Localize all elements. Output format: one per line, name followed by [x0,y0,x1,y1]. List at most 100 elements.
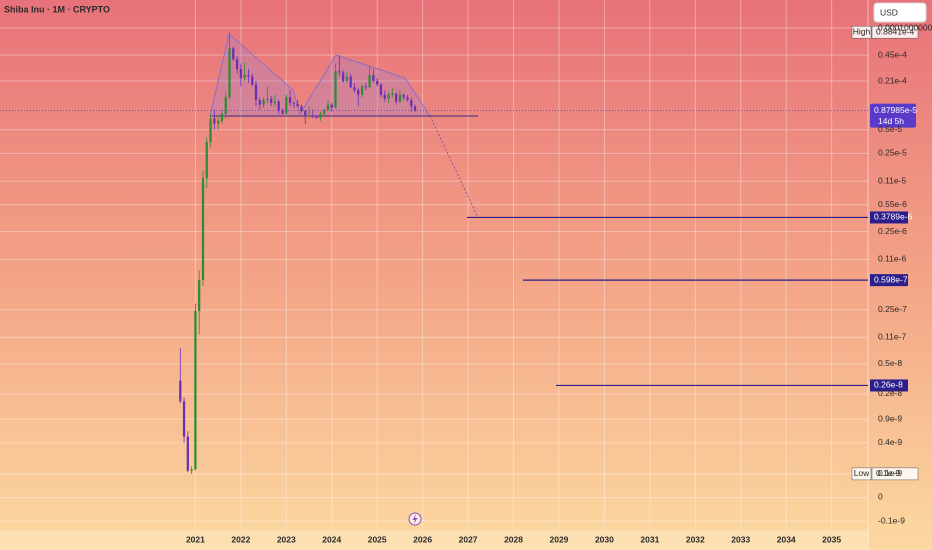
candle-body [311,115,314,117]
currency-box[interactable] [873,2,927,23]
candle-body [413,106,417,111]
candle-body [406,97,409,101]
y-tick-label: 0.1e-9 [878,468,902,478]
candle-body [341,72,345,82]
currency: USD [880,7,898,17]
y-tick-label: 0.25e-6 [878,226,907,236]
candle-body [357,90,360,95]
x-tick-label: 2027 [459,534,478,544]
candle-body [247,75,250,77]
target-label: 0.3789e-6 [874,212,913,222]
candle-body [395,93,398,102]
candle-body [330,104,333,108]
candle-body [383,94,386,99]
x-tick-label: 2035 [822,534,841,544]
candle-body [360,86,364,95]
candle-body [353,87,356,91]
candle-body [292,103,296,105]
y-tick-label: 0.55e-6 [878,199,907,209]
candle-body [213,118,216,124]
candle-body [270,98,273,104]
candle-body [349,76,352,88]
candle-body [194,311,197,470]
candle-body [372,75,375,82]
candle-body [205,141,208,179]
candle-body [198,280,201,312]
candle-body [235,59,239,69]
candle-body [220,113,224,121]
low-tag-box [851,467,872,481]
x-tick-label: 2029 [550,534,569,544]
x-tick-label: 2025 [368,534,387,544]
candle-body [266,98,269,101]
target-label: 0.26e-8 [874,380,903,390]
projection-line [429,115,479,218]
candle-body [296,103,299,107]
x-tick-label: 2022 [231,534,250,544]
y-tick-label: 0 [878,492,883,502]
candle-body [251,76,254,85]
high-tag: High [853,26,871,36]
candle-body [345,76,349,82]
candle-body [217,120,220,124]
candle-body [209,118,212,142]
y-tick-label: 0.2e-8 [878,388,902,398]
high-tag-box [851,25,872,39]
candle-body [300,106,303,111]
candle-body [277,101,280,110]
low-value-box [871,467,919,481]
x-tick-label: 2028 [504,534,523,544]
candle-body [239,68,242,78]
high-value-box [871,25,919,39]
candle-body [190,469,193,471]
candle-body [334,71,337,108]
candle-body [402,94,405,98]
chart-title: Shiba Inu · 1M · CRYPTO [4,4,110,14]
candle-body [338,71,341,73]
candle-body [258,100,261,105]
candle-body [281,109,284,114]
grid [0,0,868,530]
y-tick-label: 0.11e-7 [878,332,906,342]
candle-body [391,93,394,95]
candle-body [285,97,288,114]
x-tick-label: 2026 [413,534,432,544]
last-price-label: 0.87985e-5 [874,105,917,115]
y-tick-label: 0.0001000000 [878,22,932,32]
candle-body [186,436,189,471]
icon-bolt [412,514,418,524]
x-tick-label: 2033 [731,534,750,544]
x-tick-label: 2031 [640,534,659,544]
target-box [870,274,908,287]
head-shoulders-pattern [209,33,431,117]
x-tick-label: 2023 [277,534,296,544]
y-tick-label: 0.11e-5 [878,175,906,185]
candle-body [319,113,322,118]
last-price-box [870,103,916,128]
candle-body [387,94,390,99]
time-axis-strip [0,530,868,550]
y-tick-label: -0.1e-9 [878,515,905,525]
candle-body [182,401,186,437]
x-tick-label: 2021 [186,534,205,544]
candle-body [307,115,311,117]
candle-body [323,109,326,114]
candle-body [179,380,182,402]
candle-body [315,116,318,118]
candle-body [254,84,258,101]
y-tick-label: 0.5e-5 [878,124,902,134]
candles [179,32,417,474]
candle-body [379,84,383,95]
x-tick-label: 2034 [777,534,796,544]
candle-body [368,75,371,88]
lightning-icon[interactable] [408,512,422,526]
x-tick-label: 2032 [686,534,705,544]
candle-body [410,100,413,107]
candle-body [232,48,235,60]
y-tick-label: 0.25e-7 [878,304,907,314]
y-tick-label: 0.9e-9 [878,413,902,423]
y-tick-label: 0.21e-4 [878,75,907,85]
candle-body [326,104,330,110]
